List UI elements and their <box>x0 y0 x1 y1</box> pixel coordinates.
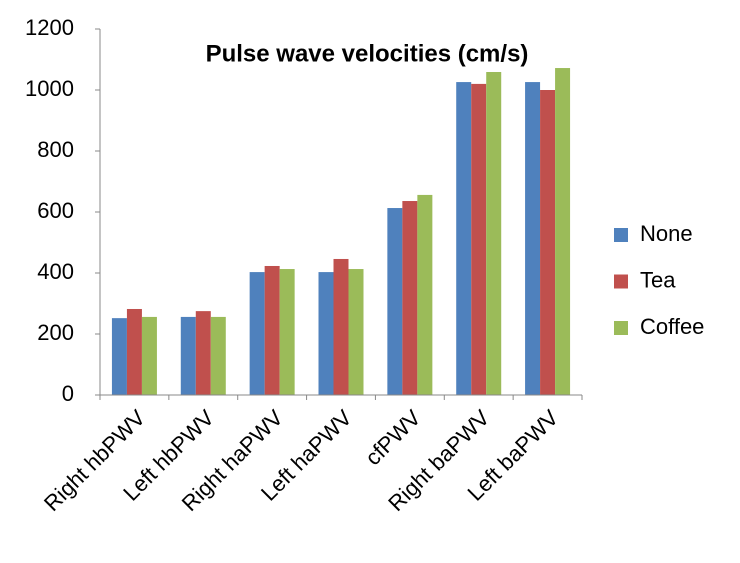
bar <box>141 316 157 395</box>
bar <box>348 269 364 395</box>
bar <box>333 258 349 395</box>
y-tick-label: 400 <box>37 259 74 284</box>
y-tick-label: 1200 <box>25 15 74 40</box>
bar <box>195 311 211 395</box>
bar <box>540 90 556 395</box>
bar <box>126 308 142 395</box>
bar <box>525 82 541 395</box>
bar <box>111 318 127 395</box>
bar <box>486 72 502 395</box>
legend-marker <box>614 228 628 242</box>
y-tick-label: 200 <box>37 320 74 345</box>
bar <box>210 316 226 395</box>
legend-label: None <box>640 221 693 246</box>
y-tick-label: 800 <box>37 137 74 162</box>
legend-marker <box>614 274 628 289</box>
legend-label: Tea <box>640 267 676 292</box>
bar <box>318 272 334 395</box>
bar <box>555 68 571 395</box>
y-tick-label: 0 <box>62 381 74 406</box>
bar <box>279 269 295 395</box>
bar <box>387 208 403 395</box>
bar <box>249 272 265 395</box>
bar <box>417 194 433 395</box>
bar <box>180 316 196 395</box>
bar <box>456 82 472 395</box>
y-tick-label: 1000 <box>25 76 74 101</box>
y-tick-label: 600 <box>37 198 74 223</box>
bar <box>264 265 280 395</box>
legend-label: Coffee <box>640 314 704 339</box>
chart-title: Pulse wave velocities (cm/s) <box>206 40 529 67</box>
legend-marker <box>614 321 628 335</box>
bar <box>471 83 487 396</box>
bar <box>402 201 418 395</box>
